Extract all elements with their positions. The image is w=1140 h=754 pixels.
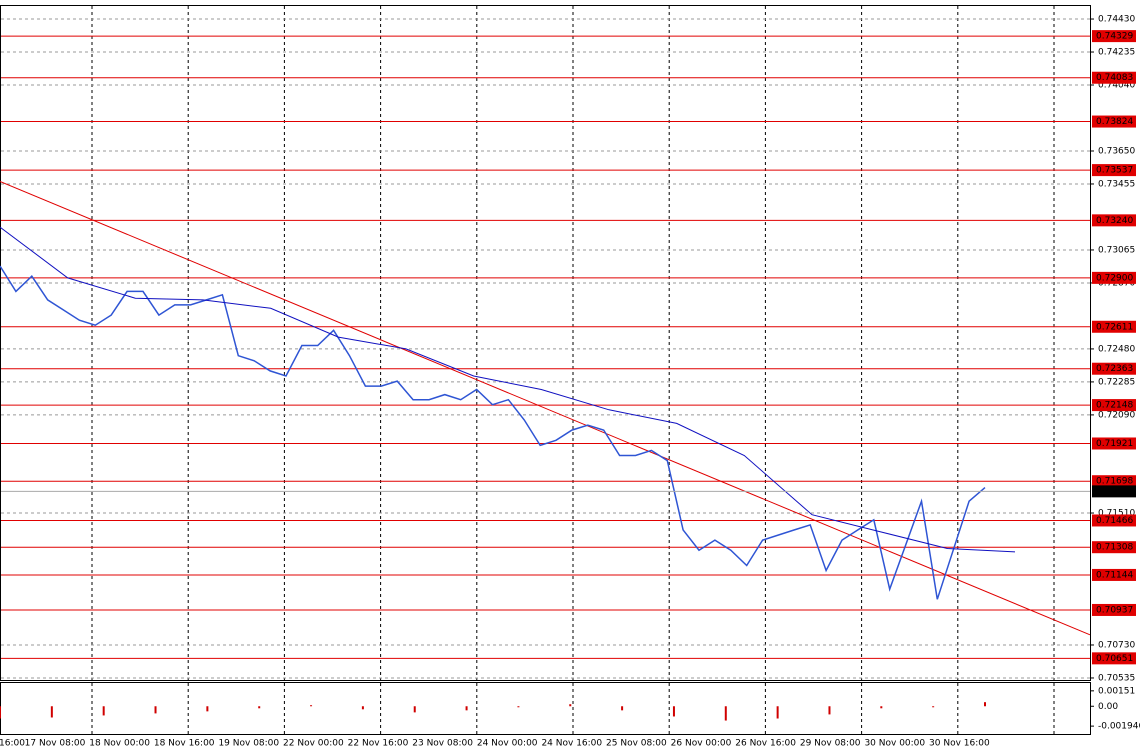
oscillator-bar bbox=[984, 702, 986, 707]
oscillator-bar bbox=[932, 706, 935, 708]
oscillator-bar bbox=[102, 706, 105, 716]
level-box bbox=[1092, 568, 1136, 581]
vertical-grid bbox=[91, 6, 1055, 734]
x-tick-label: 26 Nov 16:00 bbox=[735, 739, 796, 749]
level-label: 0.74329 bbox=[1096, 32, 1133, 42]
oscillator-bar bbox=[569, 704, 572, 707]
level-box bbox=[1092, 541, 1136, 554]
level-label: 0.70937 bbox=[1096, 605, 1133, 615]
x-tick-label: 30 Nov 00:00 bbox=[864, 739, 925, 749]
oscillator-bar bbox=[310, 705, 313, 707]
level-box bbox=[1092, 71, 1136, 84]
y-tick-label: 0.72285 bbox=[1098, 377, 1135, 387]
level-box bbox=[1092, 603, 1136, 616]
oscillator-bar bbox=[0, 706, 1, 719]
x-tick-label: 24 Nov 16:00 bbox=[541, 739, 602, 749]
x-tick-label: 22 Nov 00:00 bbox=[283, 739, 344, 749]
level-box bbox=[1092, 164, 1136, 177]
level-label: 0.73240 bbox=[1096, 216, 1133, 226]
level-label: 0.72148 bbox=[1096, 401, 1133, 411]
x-tick-label: 22 Nov 16:00 bbox=[348, 739, 409, 749]
oscillator-bar bbox=[621, 706, 624, 711]
level-label: 0.71921 bbox=[1096, 439, 1133, 449]
y-tick-label: -0.001946 bbox=[1098, 722, 1140, 732]
level-label: 0.71308 bbox=[1096, 543, 1133, 553]
level-label: 0.72611 bbox=[1096, 322, 1133, 332]
level-label: 0.70651 bbox=[1096, 654, 1133, 664]
level-label: 0.73537 bbox=[1096, 166, 1133, 176]
x-tick-label: 17 Nov 08:00 bbox=[25, 739, 86, 749]
level-box bbox=[1092, 514, 1136, 527]
y-tick-label: 0.00151 bbox=[1098, 686, 1135, 696]
oscillator-bar bbox=[724, 706, 727, 721]
trendline bbox=[0, 180, 1091, 636]
price-series bbox=[0, 265, 986, 600]
oscillator-bar bbox=[517, 706, 520, 708]
y-tick-label: 0.73455 bbox=[1098, 179, 1135, 189]
y-tick-label: 0.74235 bbox=[1098, 48, 1135, 58]
x-tick-label: 29 Nov 08:00 bbox=[800, 739, 861, 749]
x-tick-label: 18 Nov 00:00 bbox=[89, 739, 150, 749]
oscillator-bar bbox=[672, 706, 675, 717]
y-tick-label: 0.72090 bbox=[1098, 410, 1135, 420]
x-tick-label: 30 Nov 16:00 bbox=[929, 739, 990, 749]
level-label: 0.71698 bbox=[1096, 477, 1133, 487]
x-tick-label: 16:00 bbox=[0, 739, 25, 749]
current-price-label: 0.71638 bbox=[1096, 487, 1133, 497]
level-label: 0.71144 bbox=[1096, 570, 1133, 580]
y-tick-label: 0.74430 bbox=[1098, 15, 1135, 25]
oscillator-bar bbox=[413, 706, 416, 713]
level-label: 0.72363 bbox=[1096, 364, 1133, 374]
level-box bbox=[1092, 214, 1136, 227]
x-tick-label: 26 Nov 00:00 bbox=[671, 739, 732, 749]
oscillator-bar bbox=[154, 706, 157, 714]
x-tick-label: 19 Nov 08:00 bbox=[218, 739, 279, 749]
y-tick-label: 0.70535 bbox=[1098, 673, 1135, 683]
level-box bbox=[1092, 271, 1136, 284]
y-tick-label: 0.73065 bbox=[1098, 245, 1135, 255]
level-label: 0.73824 bbox=[1096, 117, 1133, 127]
oscillator-bar bbox=[828, 706, 831, 715]
x-tick-label: 24 Nov 00:00 bbox=[477, 739, 538, 749]
plot-frame bbox=[0, 5, 1091, 681]
x-tick-label: 18 Nov 16:00 bbox=[154, 739, 215, 749]
y-tick-label: 0.74040 bbox=[1098, 81, 1135, 91]
level-box bbox=[1092, 115, 1136, 128]
level-label: 0.72900 bbox=[1096, 273, 1133, 283]
x-tick-label: 25 Nov 08:00 bbox=[606, 739, 667, 749]
oscillator-bar bbox=[361, 706, 364, 710]
level-label: 0.71466 bbox=[1096, 516, 1133, 526]
level-box bbox=[1092, 362, 1136, 375]
oscillator-bar bbox=[776, 706, 779, 719]
oscillator-bar bbox=[465, 706, 468, 711]
level-box bbox=[1092, 399, 1136, 412]
level-box bbox=[1092, 30, 1136, 43]
oscillator-bar bbox=[50, 706, 53, 718]
level-box bbox=[1092, 652, 1136, 665]
level-label: 0.74083 bbox=[1096, 73, 1133, 83]
x-tick-label: 23 Nov 08:00 bbox=[412, 739, 473, 749]
y-tick-label: 0.00 bbox=[1098, 702, 1118, 712]
level-box bbox=[1092, 437, 1136, 450]
indicator-frame bbox=[0, 682, 1091, 735]
level-box bbox=[1092, 475, 1136, 488]
y-tick-label: 0.70730 bbox=[1098, 640, 1135, 650]
oscillator-bar bbox=[258, 706, 261, 709]
current-price-box bbox=[1092, 485, 1136, 498]
oscillator-bar bbox=[206, 706, 209, 712]
y-tick-label: 0.72480 bbox=[1098, 344, 1135, 354]
price-series bbox=[0, 226, 1016, 553]
level-box bbox=[1092, 320, 1136, 333]
y-tick-label: 0.73650 bbox=[1098, 146, 1135, 156]
oscillator-bar bbox=[880, 706, 883, 709]
y-tick-label: 0.71510 bbox=[1098, 509, 1135, 519]
